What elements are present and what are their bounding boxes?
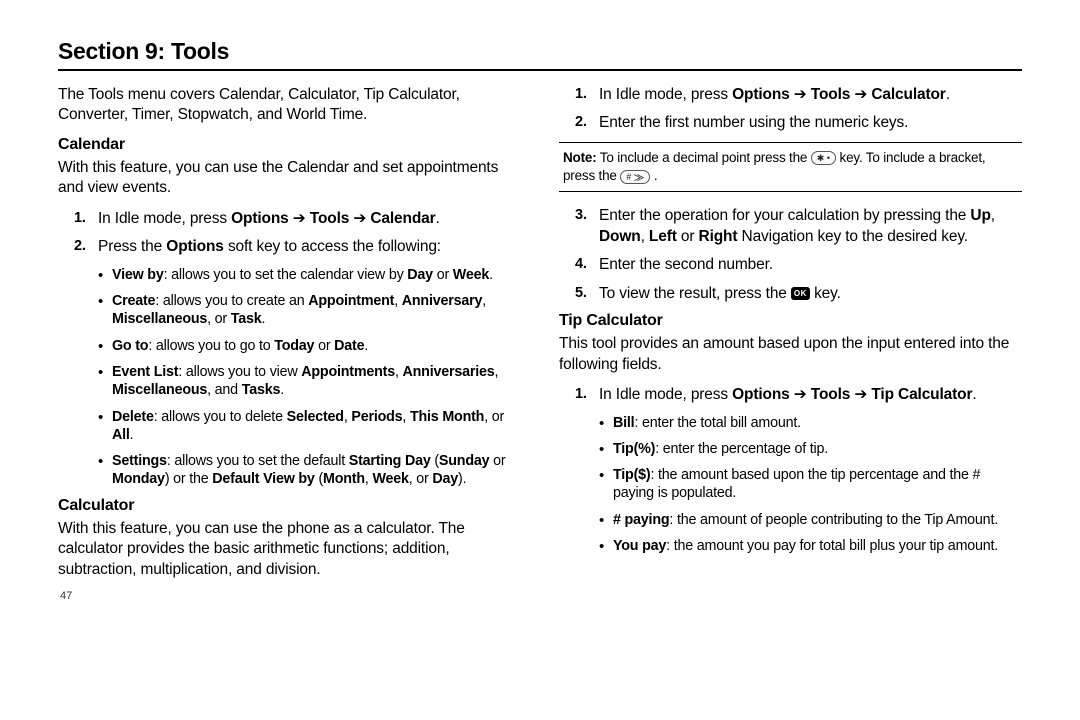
list-item: # paying: the amount of people contribut… — [613, 511, 1022, 529]
calc-step-3: Enter the operation for your calculation… — [599, 206, 1022, 247]
calendar-heading: Calendar — [58, 136, 521, 154]
calendar-step-2: Press the Options soft key to access the… — [98, 237, 521, 257]
calculator-desc: With this feature, you can use the phone… — [58, 519, 521, 580]
calc-step-1: In Idle mode, press Options ➔ Tools ➔ Ca… — [599, 85, 1022, 105]
list-item: Tip(%): enter the percentage of tip. — [613, 440, 1022, 458]
calc-step-4: Enter the second number. — [599, 255, 1022, 275]
list-item: Settings: allows you to set the default … — [112, 452, 521, 489]
list-item: Event List: allows you to view Appointme… — [112, 363, 521, 400]
two-column-layout: The Tools menu covers Calendar, Calculat… — [58, 85, 1022, 602]
note-box: Note: To include a decimal point press t… — [559, 142, 1022, 192]
calendar-options-list: View by: allows you to set the calendar … — [58, 266, 521, 489]
tip-step-1: In Idle mode, press Options ➔ Tools ➔ Ti… — [599, 385, 1022, 405]
tools-intro: The Tools menu covers Calendar, Calculat… — [58, 85, 521, 126]
list-item: Go to: allows you to go to Today or Date… — [112, 337, 521, 355]
calculator-steps-part1: In Idle mode, press Options ➔ Tools ➔ Ca… — [559, 85, 1022, 134]
list-item: You pay: the amount you pay for total bi… — [613, 537, 1022, 555]
calendar-step-1: In Idle mode, press Options ➔ Tools ➔ Ca… — [98, 209, 521, 229]
star-key-icon: ✱ • — [811, 151, 836, 165]
tip-calculator-desc: This tool provides an amount based upon … — [559, 334, 1022, 375]
list-item: Create: allows you to create an Appointm… — [112, 292, 521, 329]
left-column: The Tools menu covers Calendar, Calculat… — [58, 85, 521, 602]
calendar-steps: In Idle mode, press Options ➔ Tools ➔ Ca… — [58, 209, 521, 258]
calc-step-5: To view the result, press the OK key. — [599, 284, 1022, 304]
title-rule — [58, 69, 1022, 71]
page-number: 47 — [60, 590, 521, 602]
tip-calculator-heading: Tip Calculator — [559, 312, 1022, 330]
list-item: Bill: enter the total bill amount. — [613, 414, 1022, 432]
ok-key-icon: OK — [791, 287, 810, 300]
calc-step-2: Enter the first number using the numeric… — [599, 113, 1022, 133]
calculator-heading: Calculator — [58, 497, 521, 515]
hash-key-icon: # ⨠ — [620, 170, 650, 184]
tip-steps: In Idle mode, press Options ➔ Tools ➔ Ti… — [559, 385, 1022, 405]
section-title: Section 9: Tools — [58, 38, 1022, 65]
document-page: Section 9: Tools The Tools menu covers C… — [0, 0, 1080, 612]
calendar-desc: With this feature, you can use the Calen… — [58, 158, 521, 199]
tip-fields-list: Bill: enter the total bill amount. Tip(%… — [559, 414, 1022, 556]
calculator-steps-part2: Enter the operation for your calculation… — [559, 206, 1022, 304]
list-item: Tip($): the amount based upon the tip pe… — [613, 466, 1022, 503]
list-item: View by: allows you to set the calendar … — [112, 266, 521, 284]
right-column: In Idle mode, press Options ➔ Tools ➔ Ca… — [559, 85, 1022, 602]
list-item: Delete: allows you to delete Selected, P… — [112, 408, 521, 445]
